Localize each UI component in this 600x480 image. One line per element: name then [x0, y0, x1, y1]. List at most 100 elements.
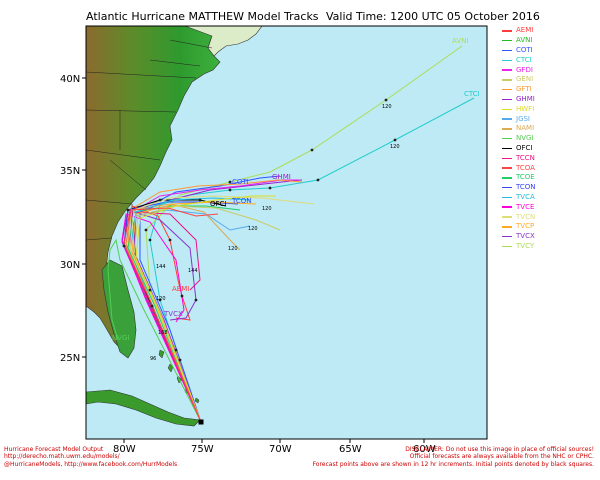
legend-item-tcoa: TCOA — [502, 163, 594, 173]
label-hour-avni: 120 — [382, 104, 392, 110]
legend-label: TVCP — [516, 222, 535, 231]
legend-swatch — [502, 118, 512, 120]
legend-item-geni: GENI — [502, 75, 594, 85]
legend-item-avni: AVNI — [502, 36, 594, 46]
legend-swatch — [502, 147, 512, 150]
map-title: Atlantic Hurricane MATTHEW Model Tracks — [86, 10, 319, 23]
legend-label: NVGI — [516, 134, 534, 143]
label-tvcx: TVCX — [163, 310, 183, 318]
track-geni — [133, 205, 281, 423]
disclaimer-line-1: DISCLAIMER: Do not use this image in pla… — [405, 446, 594, 453]
plot-frame — [85, 25, 488, 440]
track-labels: CTCI AVNI COTI GHMI OFCI TCON AEMI TVCX … — [112, 37, 480, 362]
legend-label: GFTI — [516, 85, 532, 94]
track-tcoa — [123, 207, 219, 423]
legend-item-ghmi: GHMI — [502, 95, 594, 105]
legend-item-ctci: CTCI — [502, 55, 594, 65]
label-ghmi: GHMI — [272, 173, 291, 181]
label-hour-h: 96 — [150, 356, 156, 362]
footer-credits: Hurricane Forecast Model Output http://d… — [4, 446, 177, 468]
forecast-points — [122, 98, 397, 362]
legend-swatch — [502, 39, 512, 42]
model-legend: AEMI AVNI COTI CTCI GFDI GENI GFTI GHMI HWFI JGSI… — [502, 26, 594, 251]
label-hour-ctci: 120 — [390, 144, 400, 150]
legend-item-tcon: TCON — [502, 183, 594, 193]
label-hour-e: 168 — [158, 330, 168, 336]
y-tick-40n: 40N — [60, 74, 80, 85]
y-tick-35n: 35N — [60, 166, 80, 177]
legend-swatch — [502, 79, 512, 81]
legend-item-tvce: TVCE — [502, 202, 594, 212]
track-hwfi — [135, 195, 276, 423]
legend-swatch — [502, 186, 512, 189]
legend-item-tvcn: TVCN — [502, 212, 594, 222]
legend-swatch — [502, 137, 512, 140]
legend-swatch — [502, 88, 512, 91]
legend-item-nami: NAMI — [502, 124, 594, 134]
legend-swatch — [502, 206, 512, 208]
florida-peninsula — [101, 259, 137, 359]
legend-label: TCCN — [516, 153, 535, 162]
cuba-landmass — [86, 389, 201, 427]
x-tick-75w: 75W — [191, 444, 214, 455]
legend-label: CTCI — [516, 55, 532, 64]
legend-label: TVCA — [516, 192, 535, 201]
label-coti: COTI — [232, 178, 249, 186]
legend-swatch — [502, 59, 512, 62]
legend-item-ofci: OFCI — [502, 144, 594, 154]
legend-label: AVNI — [516, 36, 533, 45]
legend-label: TVCY — [516, 241, 535, 250]
legend-label: TCON — [516, 183, 536, 192]
legend-item-tvcy: TVCY — [502, 242, 594, 252]
legend-swatch — [502, 98, 512, 101]
footer-credit-title: Hurricane Forecast Model Output — [4, 446, 104, 453]
x-tick-65w: 65W — [339, 444, 362, 455]
label-hour-d: 144 — [188, 268, 198, 274]
legend-swatch — [502, 30, 512, 32]
x-tick-70w: 70W — [269, 444, 292, 455]
legend-item-coti: COTI — [502, 46, 594, 56]
legend-swatch — [502, 167, 512, 169]
legend-item-tccn: TCCN — [502, 153, 594, 163]
legend-label: TVCN — [516, 212, 536, 221]
legend-item-hwfi: HWFI — [502, 104, 594, 114]
legend-label: TCOA — [516, 163, 535, 172]
disclaimer-line-3: Forecast points above are shown in 12 hr… — [312, 460, 594, 468]
legend-item-aemi: AEMI — [502, 26, 594, 36]
legend-swatch — [502, 108, 512, 111]
legend-item-nvgi: NVGI — [502, 134, 594, 144]
legend-swatch — [502, 69, 512, 71]
valid-time: Valid Time: 1200 UTC 05 October 2016 — [326, 10, 540, 23]
legend-label: AEMI — [516, 26, 534, 35]
legend-swatch — [502, 157, 512, 159]
label-aemi: AEMI — [172, 285, 189, 293]
legend-swatch — [502, 226, 512, 228]
track-tvcn — [129, 195, 315, 423]
footer-credit-social[interactable]: @HurricaneModels, http://www.facebook.co… — [4, 460, 178, 468]
legend-swatch — [502, 216, 512, 218]
legend-item-tcoe: TCOE — [502, 173, 594, 183]
legend-label: OFCI — [516, 143, 533, 152]
legend-label: GHMI — [516, 94, 535, 103]
label-hour-a: 120 — [262, 206, 272, 212]
label-hour-g: 120 — [228, 246, 238, 252]
legend-item-gfti: GFTI — [502, 85, 594, 95]
label-ctci-end: CTCI — [464, 90, 480, 98]
label-tcon: TCON — [231, 197, 252, 205]
legend-item-tvcp: TVCP — [502, 222, 594, 232]
legend-label: COTI — [516, 45, 533, 54]
label-hour-b: 120 — [248, 226, 258, 232]
axis-ticks — [82, 77, 425, 443]
footer-credit-url[interactable]: http://derecho.math.uwm.edu/models/ — [4, 453, 120, 461]
legend-swatch — [502, 49, 512, 52]
y-tick-25n: 25N — [60, 353, 80, 364]
state-borders — [86, 39, 213, 261]
legend-swatch — [502, 245, 512, 248]
legend-swatch — [502, 128, 512, 130]
label-ofci: OFCI — [210, 200, 227, 208]
x-tick-60w: 60W — [413, 444, 436, 455]
label-avni-end: AVNI — [452, 37, 468, 45]
initial-point-marker — [198, 419, 204, 425]
legend-swatch — [502, 235, 512, 238]
